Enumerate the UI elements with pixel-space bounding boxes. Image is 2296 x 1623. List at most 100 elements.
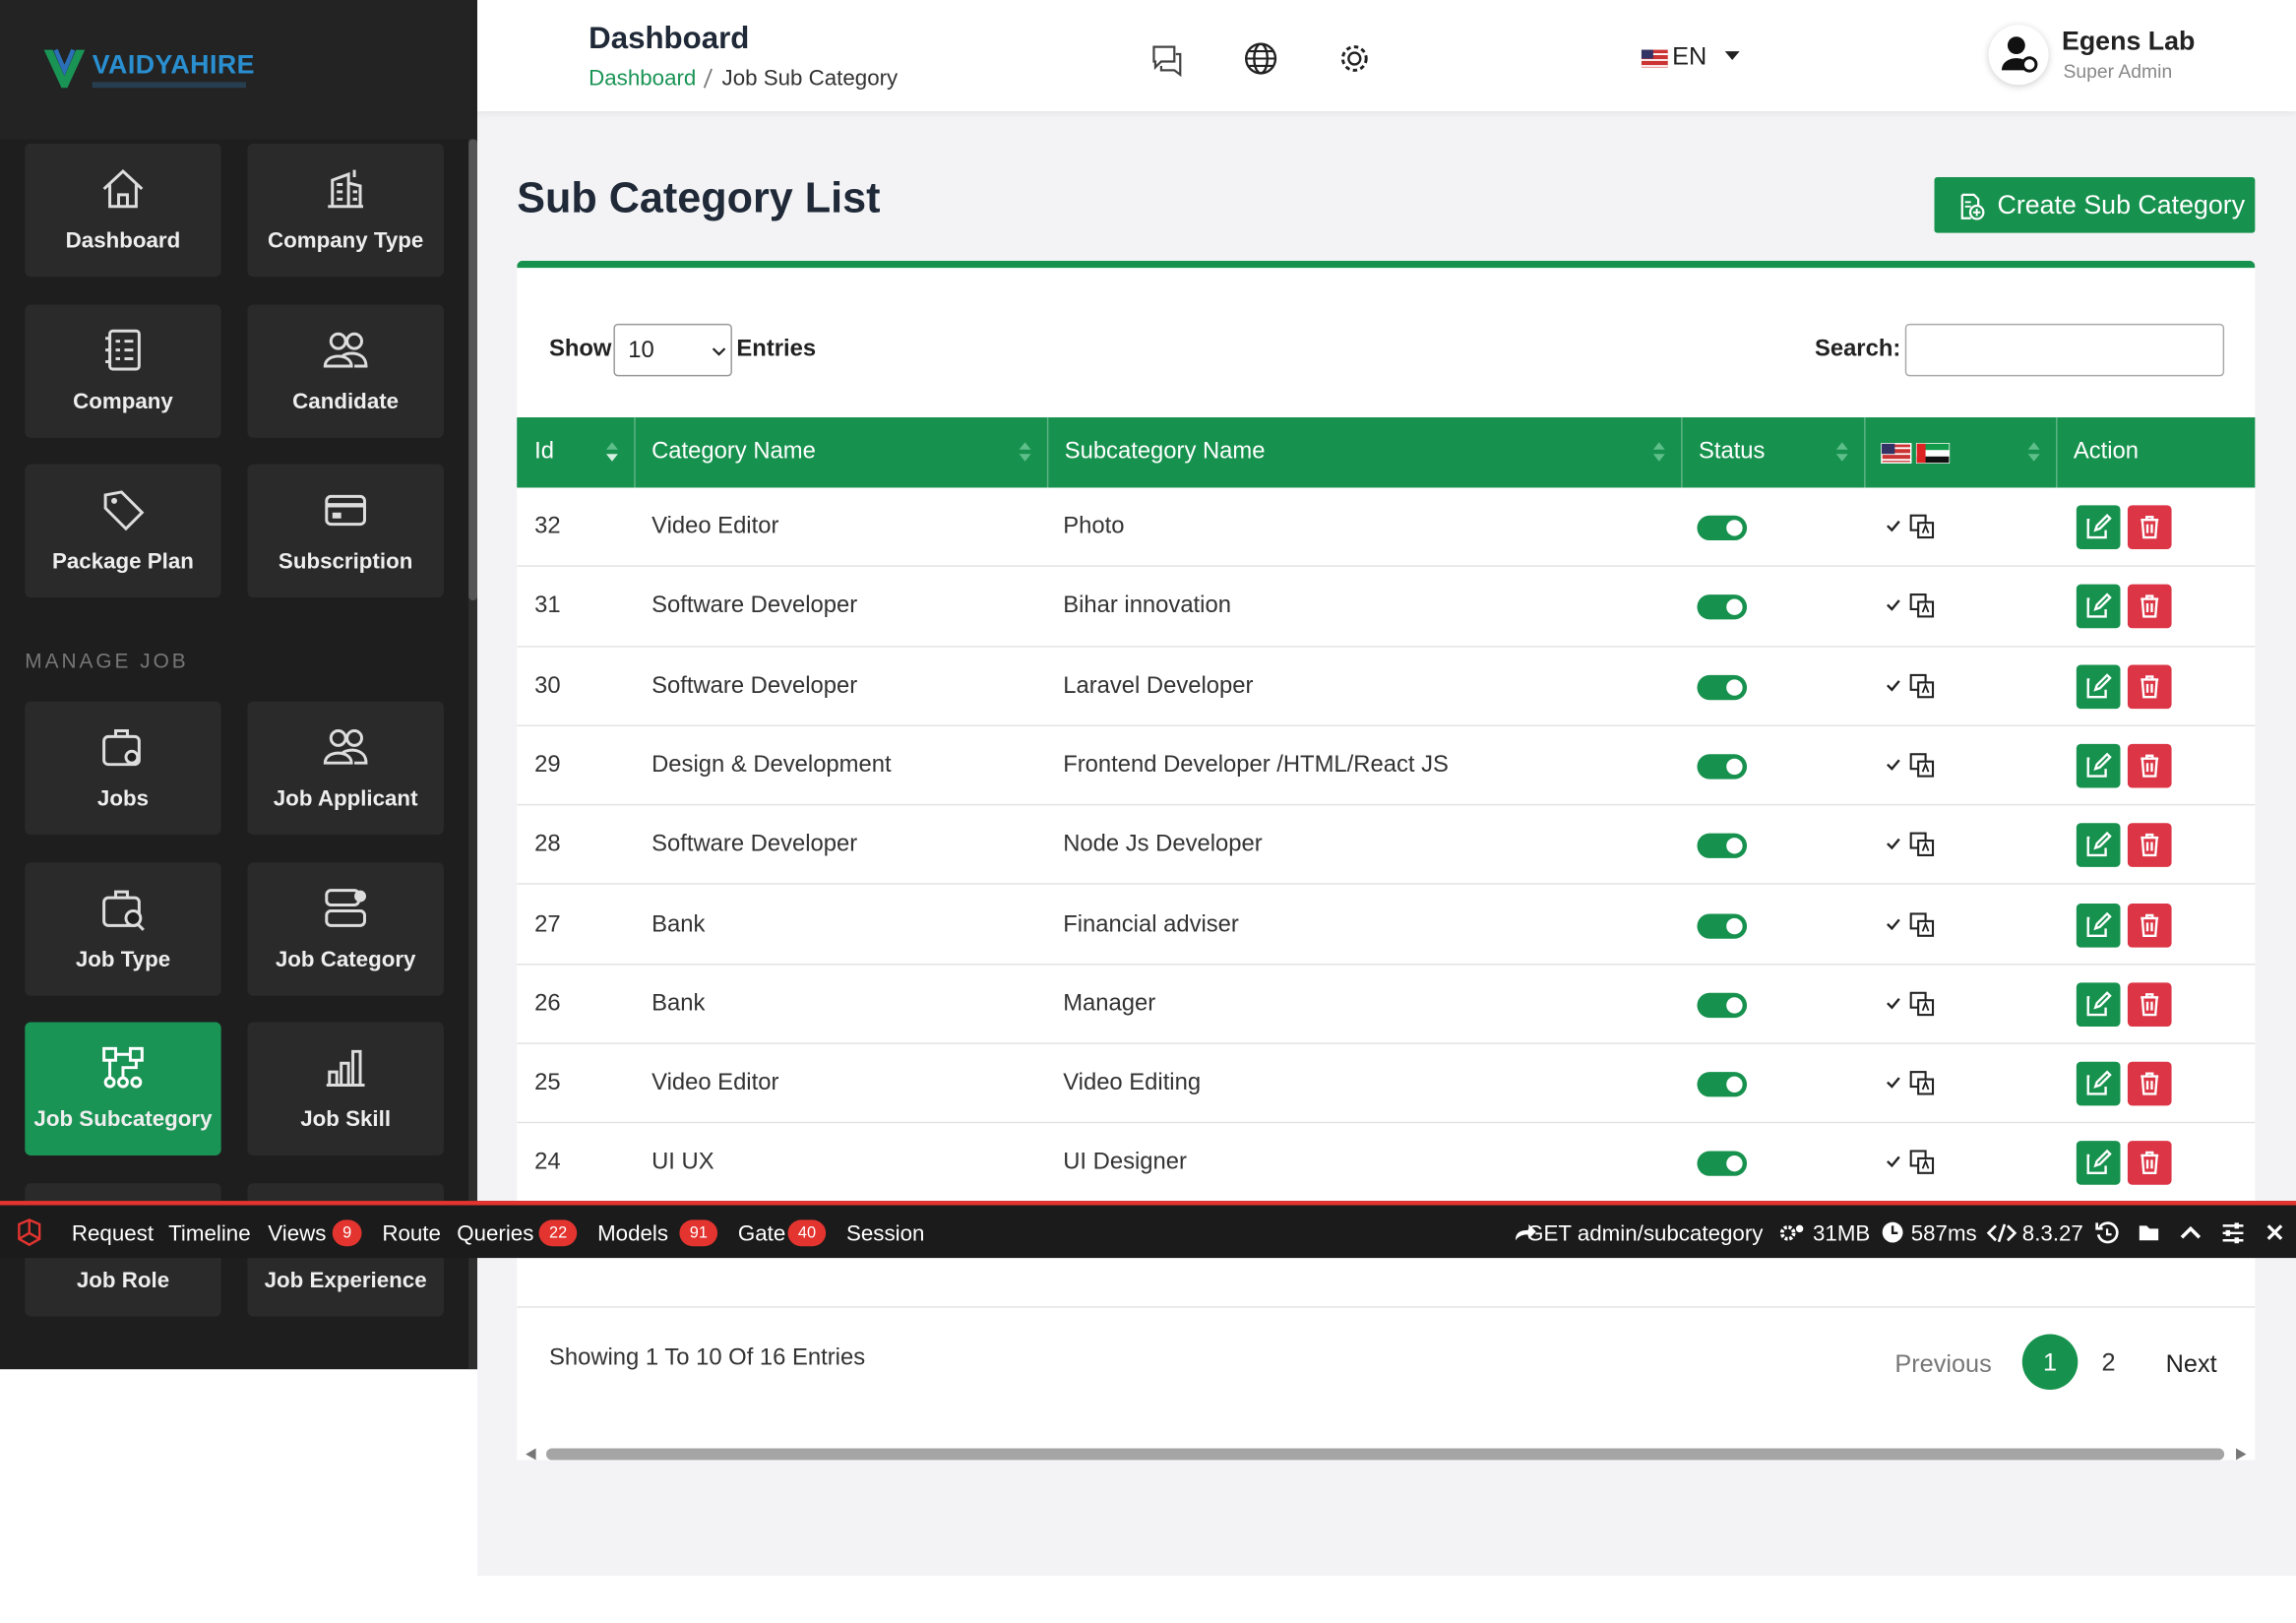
scroll-right[interactable] <box>2236 1448 2247 1461</box>
scroll-left[interactable] <box>526 1448 536 1461</box>
sort-arrows[interactable] <box>1652 442 1665 463</box>
column-header[interactable]: Subcategory Name <box>1064 439 1266 465</box>
menu-label[interactable]: Subscription <box>278 548 413 575</box>
page-number[interactable]: 2 <box>2101 1348 2116 1377</box>
status-toggle[interactable] <box>1697 1152 1748 1177</box>
translate-icon[interactable] <box>1886 1151 1939 1177</box>
menu-label[interactable]: Company <box>73 389 173 414</box>
column-header[interactable]: Id <box>534 439 554 465</box>
menu-item[interactable]: Dashboard <box>25 143 221 278</box>
translate-icon[interactable] <box>1886 832 1939 858</box>
menu-label[interactable]: Package Plan <box>52 548 194 575</box>
close-icon[interactable] <box>2266 1224 2283 1240</box>
history-icon[interactable] <box>2095 1221 2119 1245</box>
debugbar-tab[interactable]: Timeline <box>168 1220 251 1247</box>
translate-icon[interactable] <box>1886 1071 1939 1097</box>
edit-button[interactable] <box>2076 1061 2121 1106</box>
menu-item[interactable]: Subscription <box>247 464 444 598</box>
translate-icon[interactable] <box>1886 753 1939 780</box>
length-select[interactable]: 10 <box>613 323 732 377</box>
status-toggle[interactable] <box>1697 1072 1748 1097</box>
edit-button[interactable] <box>2076 903 2121 947</box>
sort-arrows[interactable] <box>1019 442 1031 463</box>
menu-label[interactable]: Candidate <box>292 389 400 414</box>
debugbar-tab[interactable]: Views <box>268 1220 327 1247</box>
menu-item[interactable]: Company <box>25 303 221 438</box>
menu-item[interactable]: Candidate <box>247 303 444 438</box>
edit-button[interactable] <box>2076 982 2121 1027</box>
menu-label[interactable]: Job Skill <box>300 1107 392 1133</box>
debugbar-tab[interactable]: Request <box>71 1220 155 1247</box>
delete-button[interactable] <box>2127 585 2172 629</box>
translate-icon[interactable] <box>1886 514 1939 540</box>
search-input[interactable] <box>1904 323 2225 377</box>
delete-button[interactable] <box>2127 663 2172 709</box>
menu-item[interactable]: Job Skill <box>247 1023 444 1156</box>
column-header[interactable]: Status <box>1698 439 1766 465</box>
settings-icon[interactable] <box>2221 1221 2245 1245</box>
menu-label[interactable]: Job Type <box>75 947 171 972</box>
menu-item[interactable]: Job Applicant <box>247 701 444 836</box>
debugbar-tab[interactable]: Models <box>597 1220 669 1247</box>
debugbar-tab[interactable]: Queries <box>457 1220 534 1247</box>
menu-item[interactable]: Company Type <box>247 143 444 278</box>
edit-button[interactable] <box>2076 743 2121 788</box>
menu-item[interactable]: Package Plan <box>25 464 221 598</box>
menu-label[interactable]: Jobs <box>96 786 150 812</box>
status-toggle[interactable] <box>1697 833 1748 859</box>
delete-button[interactable] <box>2127 823 2172 868</box>
sort-arrows[interactable] <box>2027 442 2040 463</box>
status-toggle[interactable] <box>1697 515 1748 541</box>
sort-arrows[interactable] <box>605 442 618 463</box>
column-header[interactable]: Action <box>2073 439 2140 465</box>
translate-icon[interactable] <box>1886 911 1939 938</box>
menu-label[interactable]: Job Role <box>76 1268 170 1293</box>
h-scroll-thumb[interactable] <box>545 1448 2225 1461</box>
settings-icon[interactable] <box>1338 42 1371 75</box>
delete-button[interactable] <box>2127 982 2172 1027</box>
menu-item[interactable]: Job Category <box>247 861 444 996</box>
sort-arrows[interactable] <box>1835 442 1848 463</box>
create-button-label[interactable]: Create Sub Category <box>1997 190 2246 220</box>
menu-label[interactable]: Job Category <box>275 947 416 972</box>
column-header[interactable]: Category Name <box>652 439 816 465</box>
select-caret[interactable] <box>712 347 726 356</box>
delete-button[interactable] <box>2127 903 2172 947</box>
menu-item[interactable]: Job Subcategory <box>25 1023 221 1156</box>
length-value[interactable]: 10 <box>628 338 654 363</box>
debugbar-tab[interactable]: Session <box>846 1220 925 1247</box>
chat-icon[interactable] <box>1150 42 1183 78</box>
open-icon[interactable] <box>2138 1222 2161 1243</box>
menu-label[interactable]: Company Type <box>267 228 424 254</box>
globe-icon[interactable] <box>1245 42 1277 75</box>
delete-button[interactable] <box>2127 1061 2172 1106</box>
status-toggle[interactable] <box>1697 754 1748 780</box>
menu-item[interactable]: Jobs <box>25 701 221 836</box>
menu-label[interactable]: Job Applicant <box>273 786 418 812</box>
menu-item[interactable]: Job Type <box>25 861 221 996</box>
delete-button[interactable] <box>2127 743 2172 788</box>
delete-button[interactable] <box>2127 505 2172 549</box>
menu-label[interactable]: Dashboard <box>65 228 181 254</box>
translate-icon[interactable] <box>1886 593 1939 620</box>
menu-label[interactable]: Job Subcategory <box>33 1107 213 1133</box>
language-caret[interactable] <box>1724 51 1740 61</box>
edit-button[interactable] <box>2076 663 2121 709</box>
delete-button[interactable] <box>2127 1141 2172 1186</box>
create-icon[interactable] <box>1957 193 1985 220</box>
collapse-icon[interactable] <box>2180 1225 2202 1239</box>
create-button[interactable]: Create Sub Category <box>1934 177 2256 233</box>
status-toggle[interactable] <box>1697 594 1748 620</box>
status-toggle[interactable] <box>1697 912 1748 938</box>
language[interactable]: EN <box>1672 42 1707 71</box>
menu-label[interactable]: Job Experience <box>264 1268 427 1293</box>
debugbar-tab[interactable]: Route <box>382 1220 441 1247</box>
page-previous[interactable]: Previous <box>1894 1349 1992 1379</box>
edit-button[interactable] <box>2076 585 2121 629</box>
breadcrumb-link[interactable]: Dashboard <box>589 65 697 92</box>
debugbar-tab[interactable]: Gate <box>737 1220 786 1247</box>
page-number[interactable]: 1 <box>2043 1348 2058 1377</box>
translate-icon[interactable] <box>1886 673 1939 700</box>
page-current[interactable] <box>2021 1334 2079 1391</box>
edit-button[interactable] <box>2076 823 2121 868</box>
